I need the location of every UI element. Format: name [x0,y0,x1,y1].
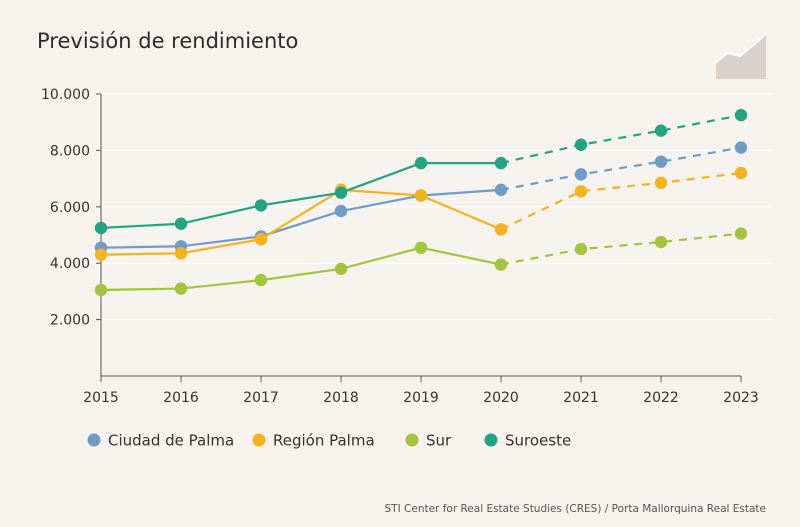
data-point [94,283,108,297]
x-tick-label: 2022 [643,390,679,406]
legend-marker [405,433,419,447]
data-point [94,248,108,261]
legend-item: Suroeste [484,432,571,450]
legend-label: Sur [426,432,452,450]
data-point [734,227,748,240]
grid-lines [101,93,772,321]
y-tick-label: 4.000 [50,256,90,272]
x-tick-label: 2016 [163,390,199,406]
series-line-forecast [500,114,742,165]
data-point [574,242,588,256]
legend-item: Sur [405,432,452,450]
series-line-actual [100,246,502,292]
data-point [574,185,588,198]
chart-title: Previsión de rendimiento [37,29,298,53]
y-tick-label: 10.000 [41,87,90,103]
x-tick-label: 2020 [483,390,519,406]
data-point [734,166,748,180]
x-tick-label: 2019 [403,390,439,406]
legend-marker [252,433,266,447]
y-tick-label: 6.000 [50,200,90,216]
legend-label: Ciudad de Palma [108,432,234,450]
data-point [334,262,348,276]
data-point [174,247,188,260]
data-point [334,204,348,218]
data-point [574,168,588,181]
series-line-forecast [500,146,742,191]
y-tick-label: 2.000 [50,313,90,329]
data-point [414,241,428,254]
data-point [334,186,348,199]
x-tick-label: 2015 [83,390,119,406]
data-point [654,235,668,249]
data-point [574,138,588,151]
data-point [254,233,268,246]
legend-marker [87,433,101,447]
source-credit: STI Center for Real Estate Studies (CRES… [385,503,766,515]
data-point [654,124,668,137]
data-point [734,141,748,154]
series-line-forecast [500,232,742,266]
data-point [254,199,268,212]
series-line-forecast [500,171,742,231]
data-point [94,221,108,235]
series-layer [94,108,748,297]
data-point [654,176,668,190]
data-point [654,155,668,168]
data-point [174,282,188,295]
data-point [174,217,188,230]
data-point [494,183,508,197]
x-tick-label: 2023 [723,390,759,406]
legend-item: Región Palma [252,432,375,450]
rising-chart-icon [714,33,767,79]
x-tick-label: 2017 [243,390,279,406]
x-tick-label: 2018 [323,390,359,406]
series-suroeste [94,108,748,235]
data-point [254,273,268,287]
data-point [494,258,508,271]
series-line-actual [100,161,501,230]
y-tick-label: 8.000 [50,143,90,159]
legend-label: Región Palma [273,432,375,450]
data-point [734,108,748,122]
x-tick-label: 2021 [563,390,599,406]
legend-label: Suroeste [505,432,571,450]
legend: Ciudad de Palma Región Palma Sur Suroeste [87,432,571,450]
data-point [494,223,508,236]
series-line-actual [100,188,502,249]
legend-item: Ciudad de Palma [87,432,234,450]
axes: 2.000 4.000 6.000 8.000 10.000 2015 2016 2017 20… [41,87,759,406]
data-point [414,156,428,170]
series-sur [94,227,748,297]
legend-marker [484,433,498,447]
data-point [414,189,428,202]
data-point [494,156,508,170]
series-line-actual [100,188,502,256]
